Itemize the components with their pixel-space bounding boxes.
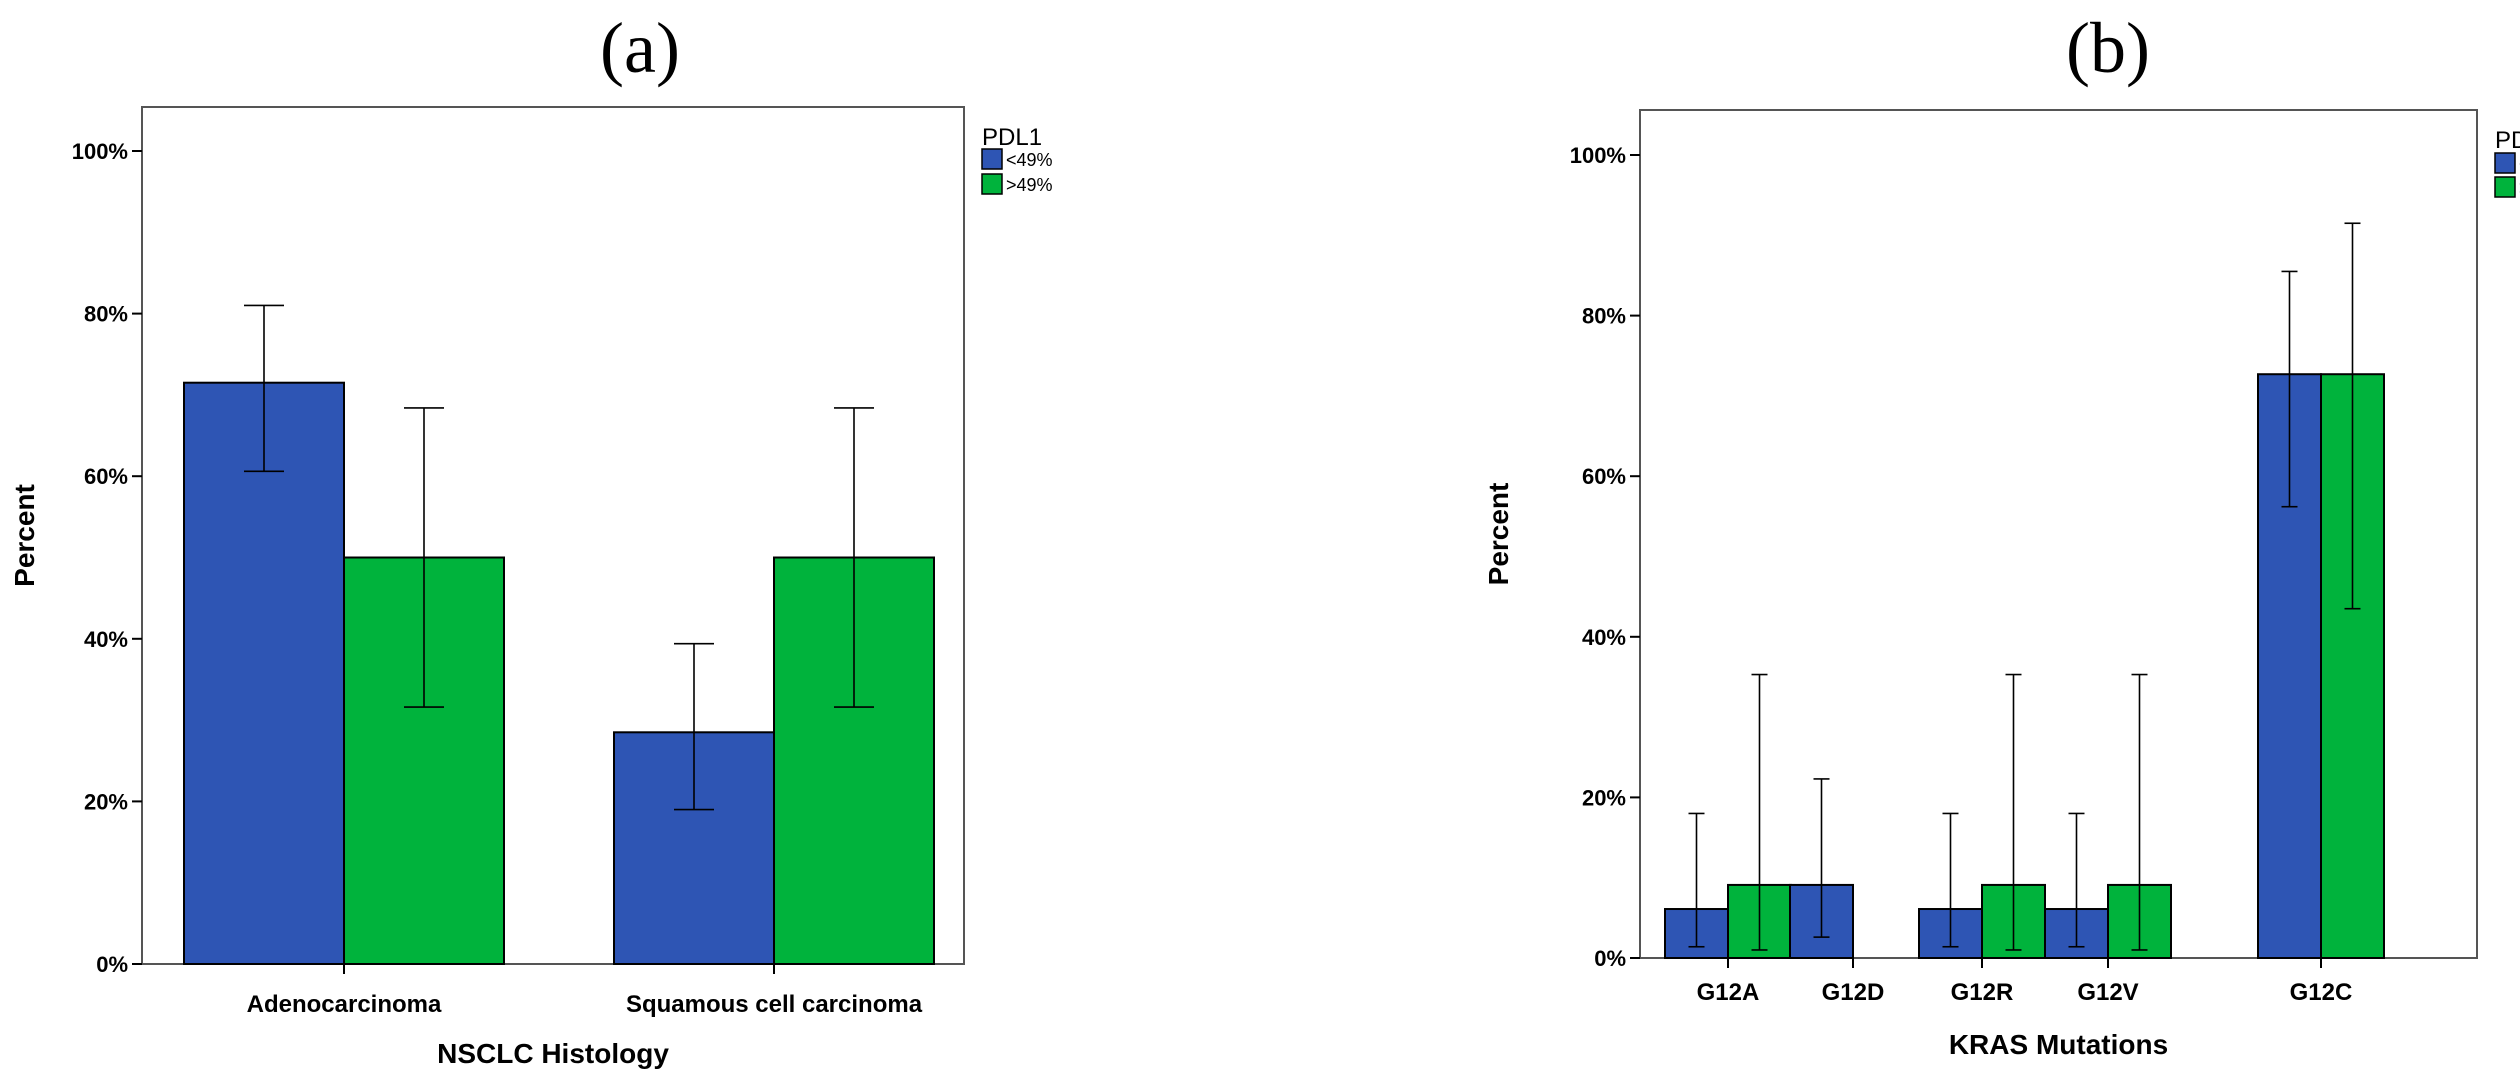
y-tick-label: 40% <box>84 627 128 652</box>
x-tick-label: G12V <box>2077 979 2138 1006</box>
legend-swatch <box>981 148 1003 170</box>
x-tick-label: G12C <box>2290 979 2353 1006</box>
x-axis-title: KRAS Mutations <box>1949 1029 2168 1060</box>
legend-title: PDL1 <box>982 124 1042 151</box>
legend-title: PDL1 <box>2495 127 2520 154</box>
x-tick-label: G12A <box>1697 979 1760 1006</box>
y-tick-label: 80% <box>84 302 128 327</box>
y-axis-title: Percent <box>1483 483 1514 586</box>
y-tick-label: 0% <box>1594 946 1626 971</box>
x-axis-title: NSCLC Histology <box>437 1038 669 1069</box>
x-tick-label: G12D <box>1822 979 1885 1006</box>
legend-label: >49% <box>1006 175 1053 195</box>
y-tick-label: 100% <box>1570 143 1626 168</box>
y-tick-label: 20% <box>1582 785 1626 810</box>
y-tick-label: 60% <box>1582 464 1626 489</box>
bar <box>183 381 345 965</box>
x-tick-label: Squamous cell carcinoma <box>626 991 923 1018</box>
y-axis-title: Percent <box>9 484 40 587</box>
chart-panel-b: (b) 0% 20% 40% 60% 80% 100% Percent G12A G12D G12R… <box>1483 8 2520 1060</box>
plot-frame <box>141 106 965 965</box>
y-tick-label: 100% <box>72 139 128 164</box>
legend-label: <49% <box>1006 150 1053 170</box>
y-tick-label: 60% <box>84 464 128 489</box>
panel-label: (b) <box>2066 8 2150 88</box>
y-tick-label: 20% <box>84 789 128 814</box>
x-tick-label: G12R <box>1951 979 2014 1006</box>
y-tick-label: 0% <box>96 952 128 977</box>
chart-panel-a: (a) 0% 20% 40% 60% 80% 100% Percent Adenocarcino… <box>9 8 1053 1069</box>
y-tick-label: 80% <box>1582 304 1626 329</box>
panel-label: (a) <box>600 8 680 88</box>
legend-swatch <box>2494 152 2516 174</box>
legend-swatch <box>981 173 1003 195</box>
legend-swatch <box>2494 176 2516 198</box>
x-tick-label: Adenocarcinoma <box>247 991 442 1018</box>
y-tick-label: 40% <box>1582 625 1626 650</box>
